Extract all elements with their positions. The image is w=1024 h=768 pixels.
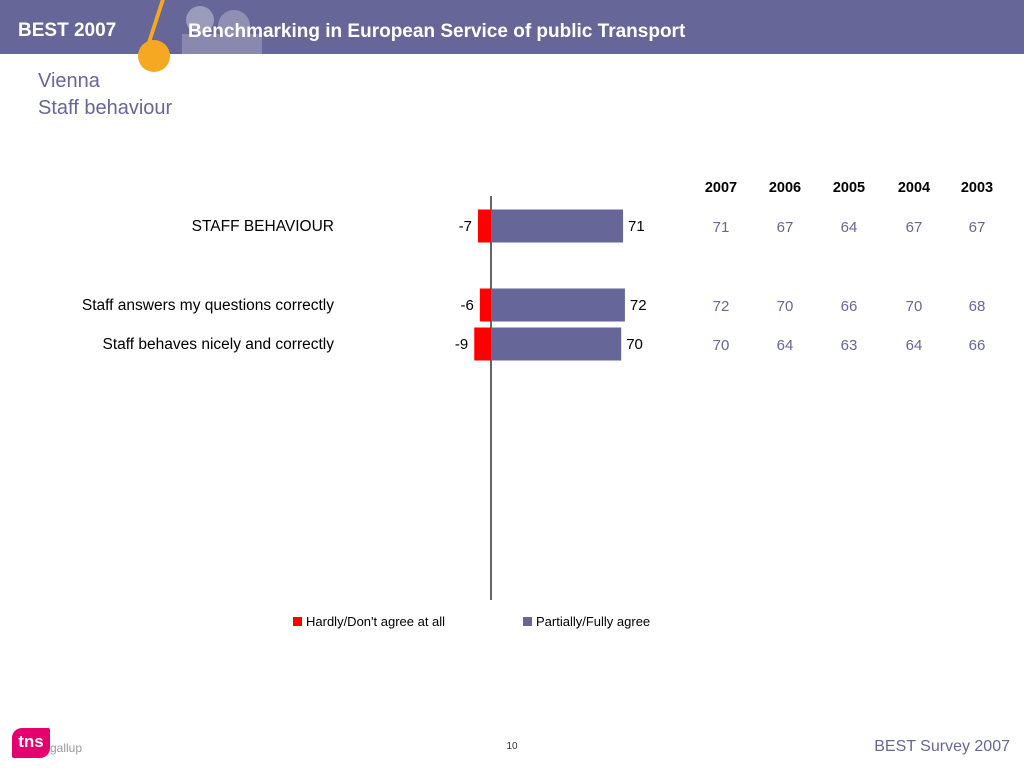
bar-negative [477, 209, 491, 243]
year-value-cell: 71 [712, 219, 730, 236]
negative-data-label: -9 [454, 336, 469, 353]
positive-data-label: 70 [626, 336, 643, 353]
year-value-cell: 67 [968, 219, 986, 236]
year-header: 2006 [768, 180, 802, 196]
year-value-cell: 70 [905, 298, 923, 315]
year-value-cell: 66 [968, 337, 986, 354]
brand-title: BEST 2007 [18, 20, 117, 41]
header-accent-dot [138, 40, 170, 72]
bar-positive [491, 327, 622, 361]
header-slogan: Benchmarking in European Service of publ… [188, 21, 686, 42]
year-value-cell: 72 [712, 298, 730, 315]
year-value-cell: 67 [776, 219, 794, 236]
year-value-cell: 66 [840, 298, 858, 315]
year-value-cell: 64 [776, 337, 794, 354]
year-value-cell: 64 [905, 337, 923, 354]
negative-data-label: -6 [460, 297, 474, 314]
footer-survey-label: BEST Survey 2007 [874, 738, 1010, 755]
year-value-cell: 64 [840, 219, 858, 236]
legend-item-negative: Hardly/Don't agree at all [293, 614, 445, 629]
bar-positive [491, 288, 625, 322]
year-value-cell: 70 [776, 298, 794, 315]
bar-negative [479, 288, 491, 322]
year-header: 2005 [832, 180, 866, 196]
page-title: Vienna [38, 70, 100, 92]
category-label: Staff behaves nicely and correctly [102, 336, 334, 353]
year-header: 2007 [704, 180, 738, 196]
negative-data-label: -7 [458, 218, 472, 235]
header-bar [0, 0, 1024, 54]
legend-swatch-purple [523, 617, 532, 626]
header-photo [182, 6, 262, 54]
year-value-cell: 70 [712, 337, 730, 354]
legend-label: Partially/Fully agree [536, 614, 651, 629]
year-header: 2004 [897, 180, 931, 196]
category-label: Staff answers my questions correctly [81, 297, 334, 314]
legend-label: Hardly/Don't agree at all [306, 614, 446, 629]
year-value-cell: 68 [968, 298, 986, 315]
year-value-cell: 67 [905, 219, 923, 236]
bar-positive [491, 209, 624, 243]
tns-logo: tns [12, 728, 50, 758]
page-number: 10 [506, 741, 518, 752]
category-label: STAFF BEHAVIOUR [191, 218, 334, 235]
year-value-cell: 63 [840, 337, 858, 354]
year-header: 2003 [960, 180, 994, 196]
page-subtitle: Staff behaviour [38, 97, 173, 119]
gallup-label: gallup [50, 741, 83, 755]
positive-data-label: 72 [629, 297, 647, 314]
bar-negative [474, 327, 491, 361]
legend-swatch-red [293, 617, 302, 626]
legend-item-positive: Partially/Fully agree [523, 614, 650, 629]
positive-data-label: 71 [628, 218, 645, 235]
